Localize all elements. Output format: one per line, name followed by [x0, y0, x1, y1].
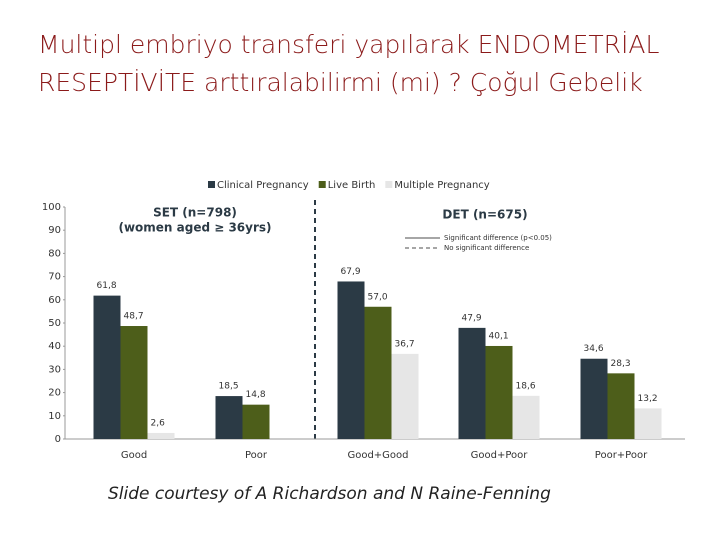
legend-swatch: [385, 181, 393, 188]
y-tick-label: 0: [55, 434, 61, 445]
bar: [242, 404, 270, 439]
bar: [364, 306, 392, 439]
y-tick-label: 100: [42, 202, 61, 213]
legend-label: Multiple Pregnancy: [394, 180, 489, 191]
legend-label: Live Birth: [328, 180, 376, 191]
value-label: 18,5: [219, 382, 239, 392]
y-tick-label: 90: [48, 225, 61, 236]
slide-title: RESEPTİVİTE arttıralabilirmi (mi) ? Çoğu…: [38, 68, 643, 97]
bar: [215, 396, 243, 439]
bar: [337, 281, 365, 439]
annotation: Significant difference (p<0.05): [444, 234, 552, 242]
value-label: 57,0: [368, 292, 388, 302]
annotation: (women aged ≥ 36yrs): [118, 221, 271, 235]
value-label: 40,1: [489, 331, 509, 341]
bar: [512, 395, 540, 439]
value-label: 47,9: [462, 313, 482, 323]
x-tick-label: Poor+Poor: [595, 450, 648, 461]
legend-swatch: [208, 181, 215, 188]
x-tick-label: Poor: [245, 450, 268, 461]
bar: [147, 432, 175, 439]
y-tick-label: 80: [48, 248, 61, 259]
x-tick-label: Good+Poor: [471, 450, 529, 461]
bar: [120, 326, 148, 439]
y-tick-label: 20: [48, 388, 61, 399]
annotation: DET (n=675): [442, 208, 527, 222]
y-tick-label: 40: [48, 341, 61, 352]
bar: [391, 353, 419, 439]
y-tick-label: 60: [48, 295, 61, 306]
value-label: 18,6: [516, 381, 536, 391]
value-label: 36,7: [395, 339, 415, 349]
annotation: SET (n=798): [153, 206, 237, 220]
bar: [458, 327, 486, 439]
footer: Slide courtesy of A Richardson and N Rai…: [108, 484, 551, 504]
bar: [93, 295, 121, 439]
value-label: 34,6: [584, 344, 604, 354]
bar: [580, 358, 608, 439]
value-label: 67,9: [341, 267, 361, 277]
annotation: No significant difference: [444, 244, 529, 252]
slide-title: Multipl embriyo transferi yapılarak ENDO…: [38, 30, 660, 59]
value-label: 14,8: [246, 390, 266, 400]
x-tick-label: Good: [121, 450, 147, 461]
legend-swatch: [318, 181, 326, 188]
bar: [634, 408, 662, 439]
y-tick-label: 50: [48, 318, 61, 329]
value-label: 48,7: [124, 312, 144, 322]
bar: [607, 373, 635, 439]
value-label: 28,3: [611, 359, 631, 369]
y-tick-label: 10: [48, 411, 61, 422]
y-tick-label: 70: [48, 272, 61, 283]
value-label: 2,6: [151, 418, 166, 428]
value-label: 61,8: [97, 281, 117, 291]
value-label: 13,2: [638, 394, 658, 404]
y-tick-label: 30: [48, 364, 61, 375]
bar: [485, 345, 513, 439]
x-tick-label: Good+Good: [347, 450, 408, 461]
legend-label: Clinical Pregnancy: [217, 180, 309, 191]
